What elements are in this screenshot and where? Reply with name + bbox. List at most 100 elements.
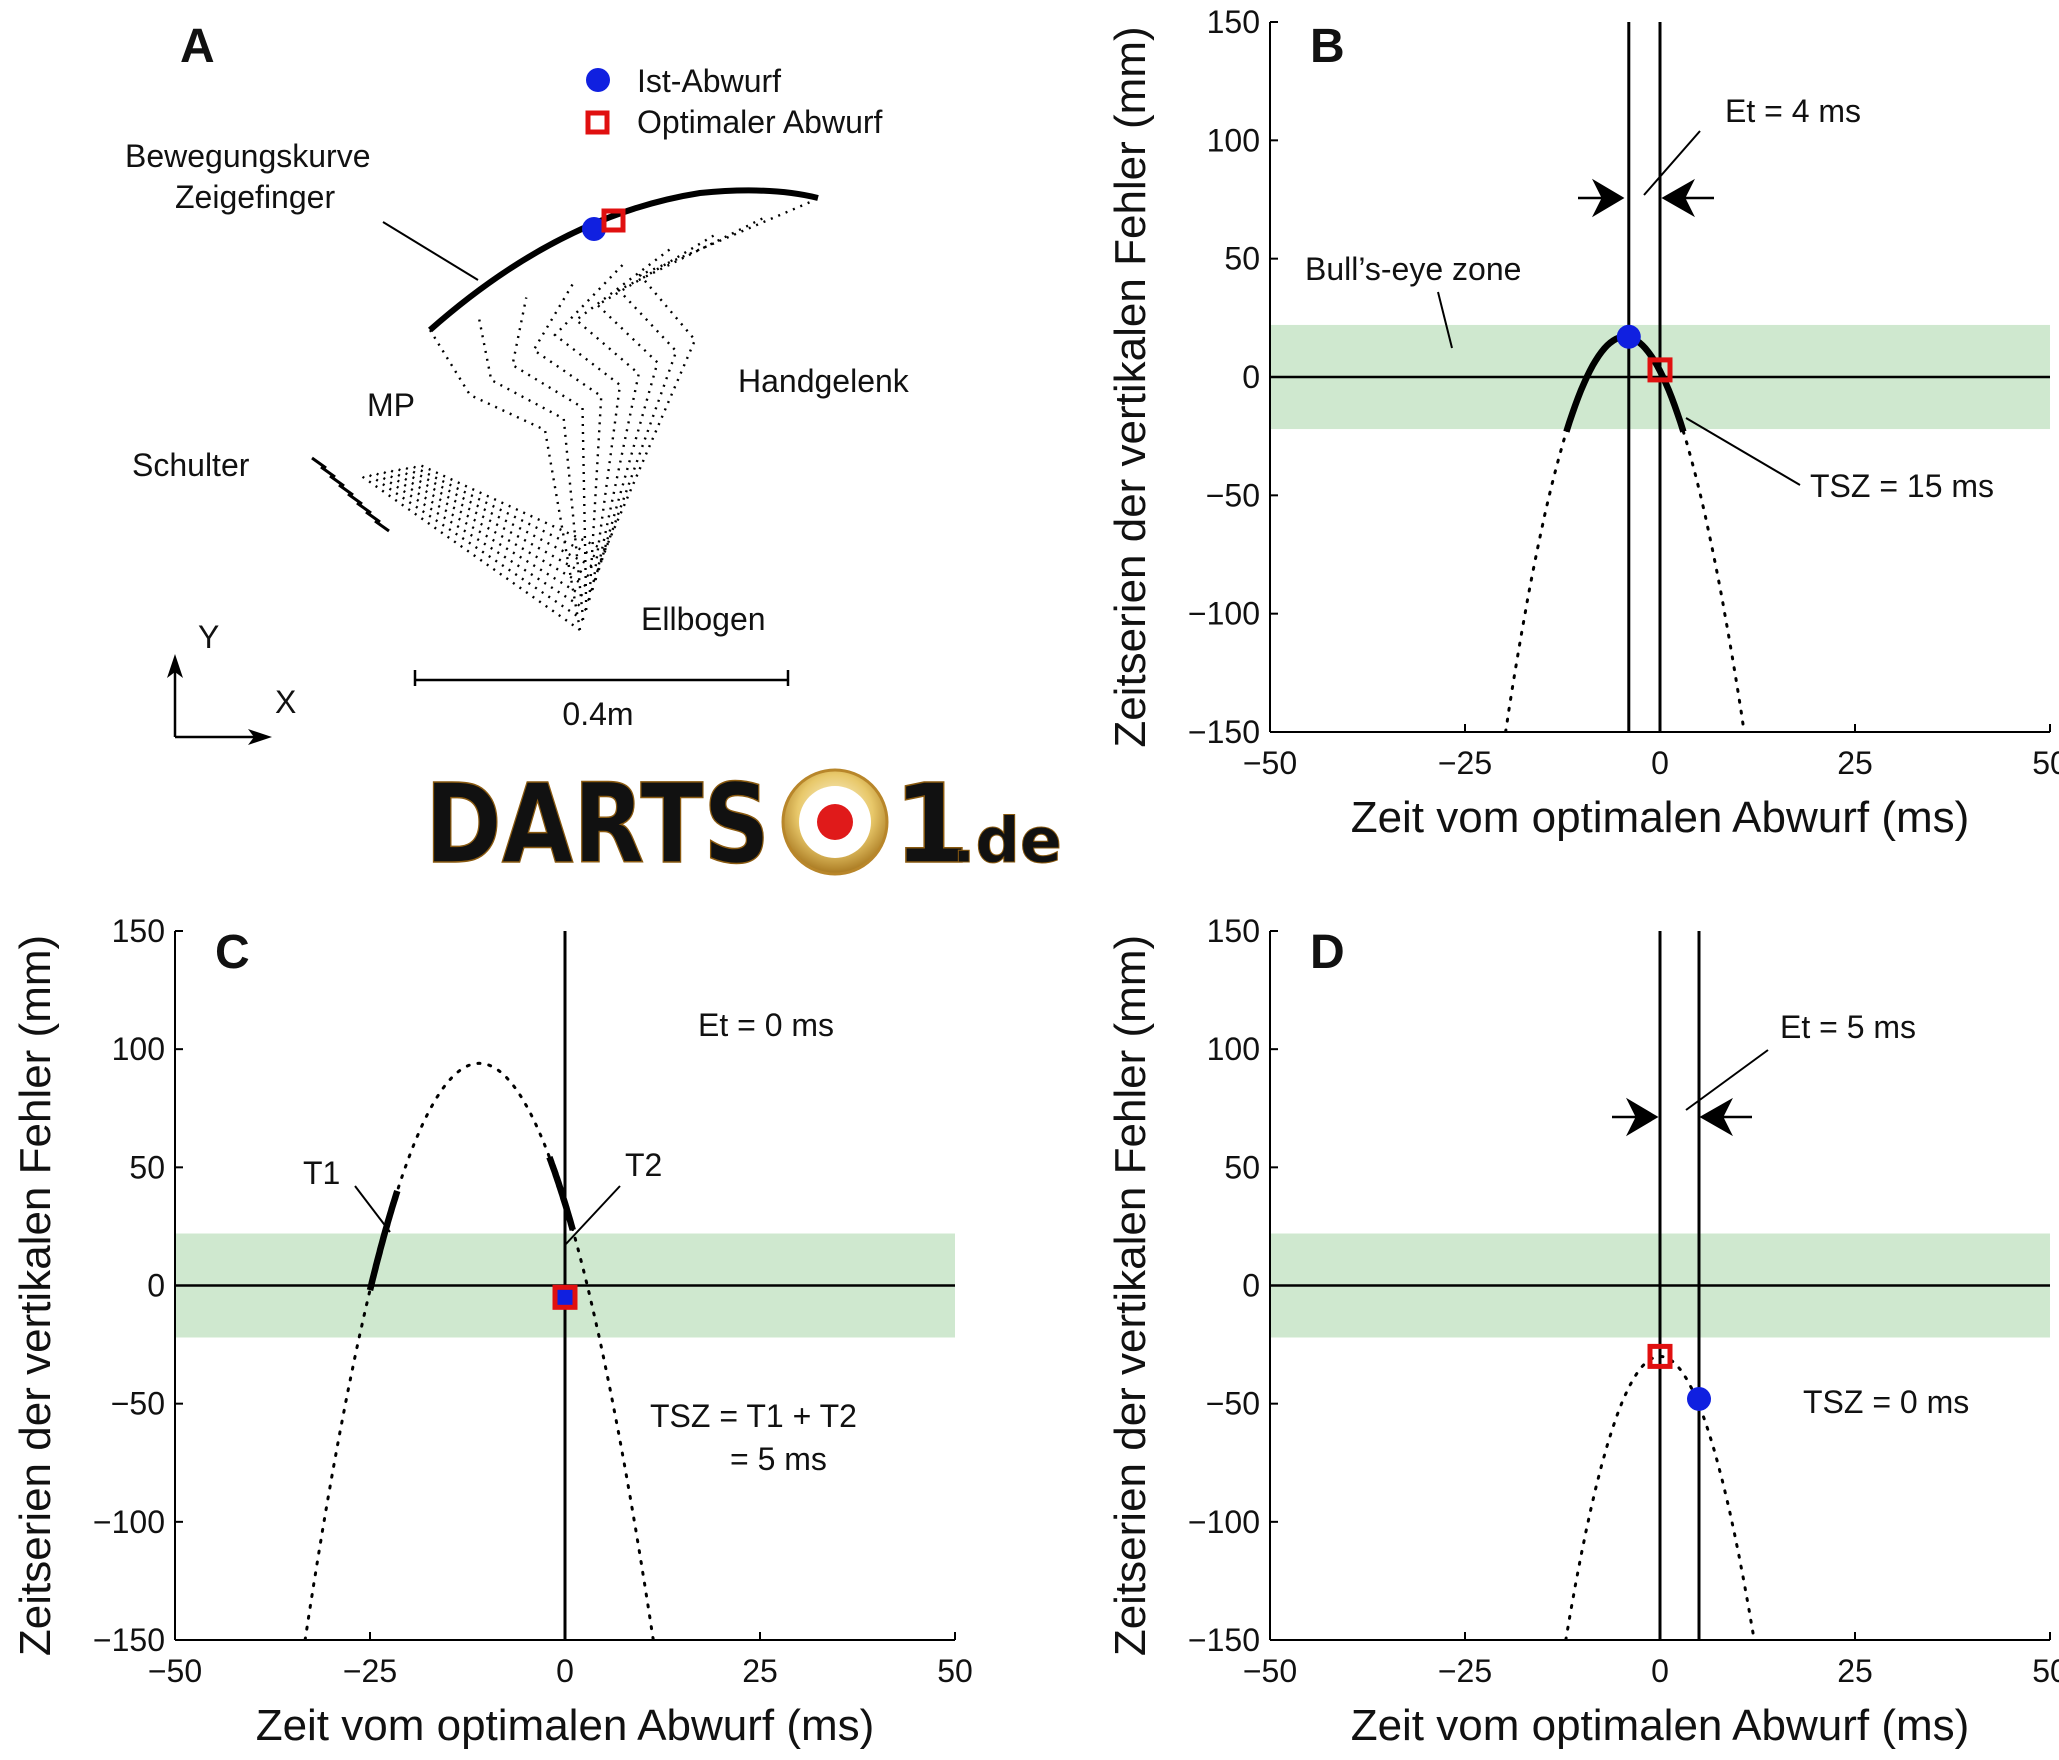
elbow-label: Ellbogen: [641, 601, 766, 637]
d-tsz-label: TSZ = 0 ms: [1803, 1384, 1969, 1420]
logo-text-tld: .de: [952, 804, 1062, 877]
d-y-tick-label: 0: [1242, 1268, 1260, 1304]
b-x-tick-label: −25: [1438, 745, 1492, 781]
c-y-tick-label: 100: [112, 1031, 165, 1067]
b-y-tick-label: 100: [1207, 122, 1260, 158]
legend-optimal-marker: [585, 110, 610, 135]
c-y-tick-label: −50: [111, 1386, 165, 1422]
actual-release-marker: [582, 217, 606, 241]
panel-a-label: A: [180, 20, 215, 73]
wrist-label: Handgelenk: [738, 363, 910, 399]
b-x-tick-label: 50: [2032, 745, 2059, 781]
d-y-tick-label: −100: [1188, 1504, 1260, 1540]
c-y-tick-label: 150: [112, 913, 165, 949]
d-optimal-marker: [1647, 1343, 1673, 1369]
mp-label: MP: [367, 387, 415, 423]
axis-x-label: X: [275, 684, 296, 720]
b-y-tick-label: −150: [1188, 714, 1260, 750]
optimal-release-marker: [601, 208, 626, 233]
b-zone-label: Bull’s-eye zone: [1305, 251, 1521, 287]
d-y-tick-label: 50: [1224, 1149, 1260, 1185]
c-t2-label: T2: [625, 1147, 662, 1183]
c-x-axis-label: Zeit vom optimalen Abwurf (ms): [256, 1701, 875, 1750]
b-optimal-marker: [1647, 357, 1673, 383]
b-zone-leader: [1437, 291, 1453, 349]
legend-optimal-label: Optimaler Abwurf: [637, 104, 883, 140]
logo-bullseye: [817, 804, 853, 840]
d-actual-marker: [1687, 1386, 1711, 1411]
b-y-tick-label: −50: [1206, 477, 1260, 513]
c-tsz-label-1: TSZ = T1 + T2: [650, 1398, 857, 1434]
panel-d: −50 −25 0 25 50 150 100 50 0 −50 −100 −150 Zeit vom …: [1106, 913, 2059, 1750]
d-et-arrow-right: [1699, 1097, 1752, 1137]
d-et-arrow-left: [1612, 1097, 1659, 1137]
d-error-curve: [1564, 1354, 1756, 1640]
fingertip-trajectory: [428, 187, 819, 333]
b-x-axis-label: Zeit vom optimalen Abwurf (ms): [1351, 793, 1970, 842]
d-x-tick-label: 0: [1651, 1653, 1669, 1689]
b-tsz-label: TSZ = 15 ms: [1810, 468, 1994, 504]
b-actual-marker: [1616, 324, 1641, 349]
scale-label: 0.4m: [562, 696, 633, 732]
panel-c: −50 −25 0 25 50 150 100 50 0 −50 −100 −150 Zeit vom …: [11, 913, 973, 1750]
b-et-arrow-right: [1661, 178, 1714, 218]
c-et-label: Et = 0 ms: [698, 1007, 834, 1043]
c-y-tick-label: 50: [129, 1149, 165, 1185]
b-et-leader: [1643, 130, 1701, 196]
b-et-label: Et = 4 ms: [1725, 93, 1861, 129]
c-bullseye-segment: [546, 1155, 576, 1231]
c-t1-leader: [354, 1185, 391, 1233]
c-panel-label: C: [215, 926, 250, 979]
c-y-tick-label: −100: [93, 1504, 165, 1540]
d-x-tick-label: 25: [1837, 1653, 1873, 1689]
b-y-tick-label: 50: [1224, 241, 1260, 277]
curve-label-line2: Zeigefinger: [175, 179, 335, 215]
d-et-label: Et = 5 ms: [1780, 1009, 1916, 1045]
b-x-tick-label: 0: [1651, 745, 1669, 781]
c-x-tick-label: 25: [742, 1653, 778, 1689]
b-y-tick-label: 150: [1207, 4, 1260, 40]
curve-label-leader: [382, 221, 479, 281]
legend-actual-label: Ist-Abwurf: [637, 63, 781, 99]
c-t2-leader: [564, 1185, 621, 1246]
b-y-tick-label: −100: [1188, 596, 1260, 632]
d-x-tick-label: 50: [2032, 1653, 2059, 1689]
c-bullseye-segment: [366, 1189, 401, 1291]
b-y-tick-label: 0: [1242, 359, 1260, 395]
d-y-tick-label: −50: [1206, 1386, 1260, 1422]
d-y-axis-label: Zeitserien der vertikalen Fehler (mm): [1106, 935, 1155, 1656]
c-x-tick-label: 0: [556, 1653, 574, 1689]
c-x-tick-label: −25: [343, 1653, 397, 1689]
axis-y-label: Y: [198, 619, 219, 655]
panel-b: −50 −25 0 25 50 150 100 50 0 −50 −100 −150 Zeit vom …: [1106, 4, 2059, 842]
d-y-tick-label: −150: [1188, 1622, 1260, 1658]
c-y-axis-label: Zeitserien der vertikalen Fehler (mm): [11, 935, 60, 1656]
curve-label-line1: Bewegungskurve: [125, 138, 370, 174]
legend-actual-marker: [586, 68, 610, 92]
d-x-tick-label: −50: [1243, 1653, 1297, 1689]
darts01-logo: DARTS 1 .de: [424, 759, 1062, 889]
d-x-axis-label: Zeit vom optimalen Abwurf (ms): [1351, 1701, 1970, 1750]
b-x-tick-label: 25: [1837, 745, 1873, 781]
c-error-curve: [303, 1061, 655, 1640]
c-t1-label: T1: [303, 1155, 340, 1191]
b-tsz-leader: [1685, 417, 1801, 486]
limb-stick-figures: [311, 198, 816, 631]
scale-bar: 0.4m: [413, 670, 790, 732]
d-y-tick-label: 150: [1207, 913, 1260, 949]
b-error-curve: [1504, 335, 1746, 732]
d-x-tick-label: −25: [1438, 1653, 1492, 1689]
c-x-tick-label: −50: [148, 1653, 202, 1689]
d-et-leader: [1685, 1049, 1769, 1111]
b-et-arrow-left: [1578, 178, 1625, 218]
c-x-tick-label: 50: [937, 1653, 973, 1689]
c-y-tick-label: 0: [147, 1268, 165, 1304]
c-y-tick-label: −150: [93, 1622, 165, 1658]
shoulder-label: Schulter: [132, 447, 250, 483]
d-y-tick-label: 100: [1207, 1031, 1260, 1067]
b-x-tick-label: −50: [1243, 745, 1297, 781]
c-release-marker: [552, 1284, 578, 1310]
logo-text-digit: 1: [893, 760, 970, 888]
panel-a: A Ist-Abwurf Optimaler Abwurf Bewegungsk…: [125, 20, 910, 745]
